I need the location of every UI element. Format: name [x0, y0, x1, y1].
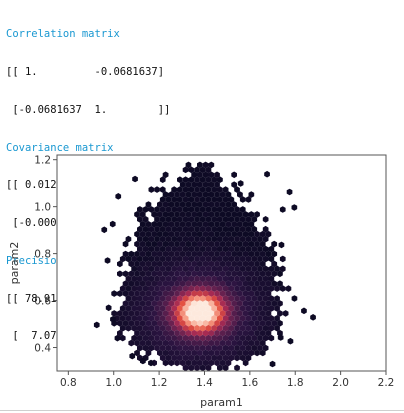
x-tick-label: 2.2: [378, 377, 395, 389]
x-tick-label: 1.0: [105, 377, 122, 389]
y-tick-label: 1.2: [34, 155, 51, 167]
x-tick-label: 1.4: [196, 377, 213, 389]
x-tick-label: 1.6: [242, 377, 259, 389]
y-tick-label: 0.6: [34, 296, 51, 308]
y-tick-label: 0.4: [34, 343, 51, 355]
cell-divider: [0, 410, 404, 411]
x-tick-label: 0.8: [60, 377, 77, 389]
correlation-row-1: [[ 1. -0.0681637]: [6, 66, 189, 79]
hexbin-plot: 0.8 1.0 1.2 1.4 1.6 1.8 2.0 2.2 0.4 0.6 0.8 1.0 1.2…: [0, 148, 404, 413]
correlation-heading: Correlation matrix: [6, 28, 189, 41]
y-axis-label: param2: [8, 242, 21, 285]
correlation-row-2: [-0.0681637 1. ]]: [6, 104, 189, 117]
x-tick-label: 2.0: [332, 377, 349, 389]
y-axis-ticks: 0.4 0.6 0.8 1.0 1.2: [34, 155, 57, 355]
x-axis-label: param1: [200, 396, 243, 409]
x-tick-label: 1.8: [287, 377, 304, 389]
y-tick-label: 0.8: [34, 249, 51, 261]
x-tick-label: 1.2: [151, 377, 168, 389]
y-tick-label: 1.0: [34, 202, 51, 214]
x-axis-ticks: 0.8 1.0 1.2 1.4 1.6 1.8 2.0 2.2: [60, 371, 394, 389]
